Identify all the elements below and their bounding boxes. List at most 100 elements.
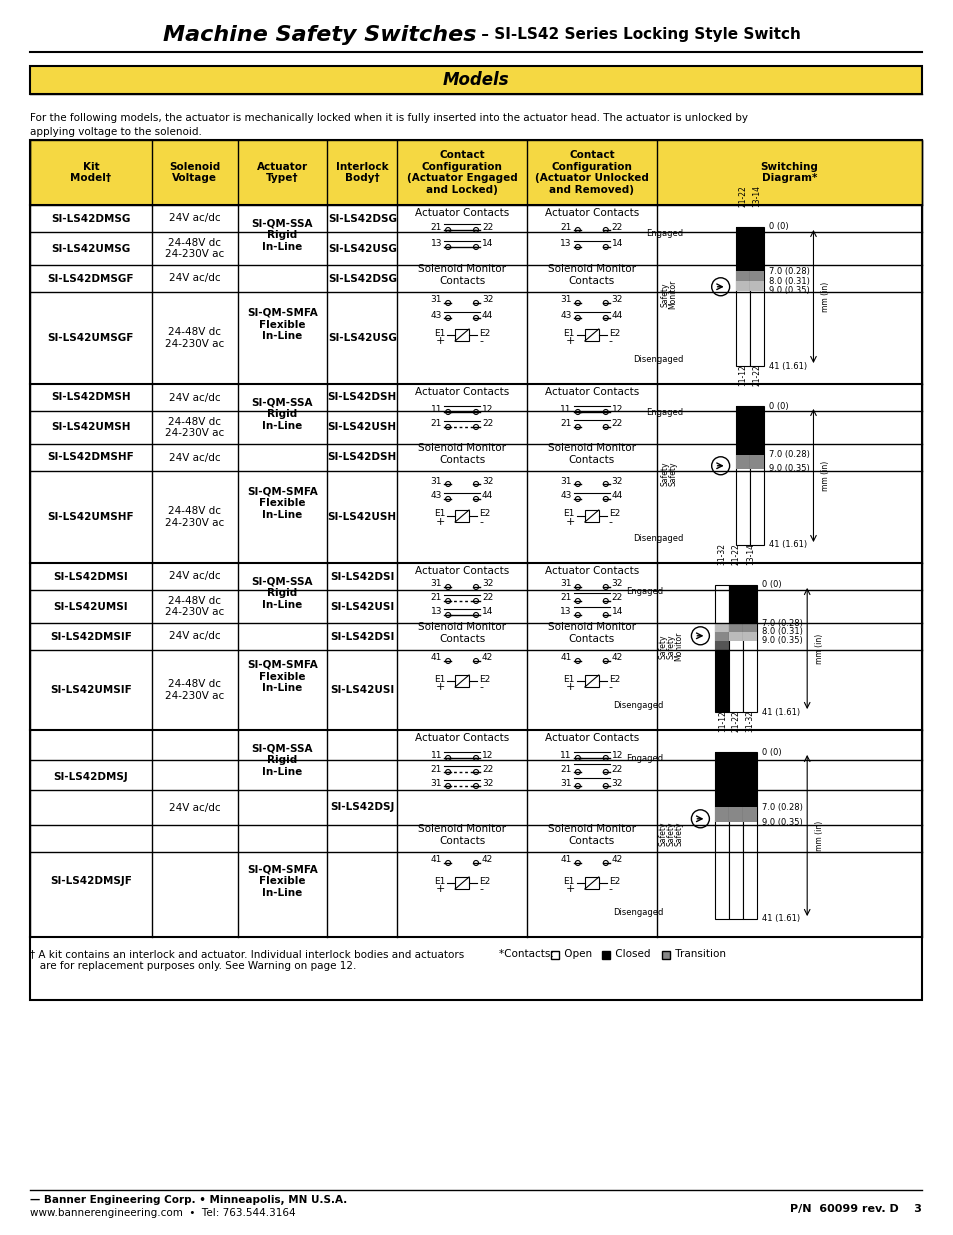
Text: www.bannerengineering.com  •  Tel: 763.544.3164: www.bannerengineering.com • Tel: 763.544…	[30, 1208, 295, 1218]
Text: Actuator Contacts: Actuator Contacts	[415, 387, 509, 396]
Text: +: +	[436, 682, 445, 692]
Bar	[455, 329, 469, 341]
Text: 44: 44	[481, 310, 493, 320]
Bar	[749, 406, 762, 545]
Text: 12: 12	[611, 405, 622, 414]
Text: 11-12: 11-12	[717, 710, 726, 732]
Text: SI-LS42DSJ: SI-LS42DSJ	[330, 803, 394, 813]
Text: 7.0 (0.28): 7.0 (0.28)	[768, 450, 808, 459]
Text: +: +	[565, 517, 575, 527]
Text: 41 (1.61): 41 (1.61)	[761, 914, 800, 924]
Bar	[735, 406, 749, 545]
Text: 24V ac/dc: 24V ac/dc	[169, 214, 220, 224]
Text: 41 (1.61): 41 (1.61)	[761, 708, 800, 716]
Bar	[715, 752, 729, 808]
Text: +: +	[565, 682, 575, 692]
Text: 31: 31	[559, 295, 571, 305]
Bar	[742, 752, 757, 808]
Text: E1: E1	[563, 510, 575, 519]
Text: 43: 43	[560, 492, 571, 500]
Text: SI-LS42DSI: SI-LS42DSI	[330, 631, 394, 641]
Bar	[735, 227, 749, 272]
Text: SI-LS42UMSGF: SI-LS42UMSGF	[48, 333, 133, 343]
Bar	[749, 272, 762, 282]
Text: Actuator Contacts: Actuator Contacts	[415, 207, 509, 219]
Text: SI-LS42DMSIF: SI-LS42DMSIF	[50, 631, 132, 641]
Text: SI-QM-SMFA
Flexible
In-Line: SI-QM-SMFA Flexible In-Line	[247, 487, 317, 520]
Text: 42: 42	[481, 856, 493, 864]
Text: SI-LS42UMSH: SI-LS42UMSH	[51, 422, 131, 432]
Text: 32: 32	[611, 477, 622, 485]
Text: Closed: Closed	[611, 948, 650, 960]
Text: 9.0 (0.35): 9.0 (0.35)	[768, 287, 808, 295]
Text: 9.0 (0.35): 9.0 (0.35)	[761, 636, 802, 646]
Text: Transition: Transition	[671, 948, 725, 960]
Text: Interlock
Body†: Interlock Body†	[335, 162, 388, 183]
Text: 13: 13	[430, 608, 441, 616]
Text: 24V ac/dc: 24V ac/dc	[169, 572, 220, 582]
Text: 14: 14	[481, 608, 493, 616]
Text: 44: 44	[611, 492, 622, 500]
Text: -: -	[608, 336, 612, 346]
Text: 42: 42	[481, 653, 493, 662]
Text: Open: Open	[560, 948, 592, 960]
Text: SI-LS42USG: SI-LS42USG	[328, 243, 396, 253]
Text: 8.0 (0.31): 8.0 (0.31)	[768, 277, 808, 285]
Text: 31-32: 31-32	[717, 543, 726, 564]
Text: Engaged: Engaged	[646, 228, 683, 238]
Bar	[715, 585, 729, 713]
Text: 7.0 (0.28): 7.0 (0.28)	[761, 803, 802, 811]
Bar	[735, 282, 749, 291]
Text: SI-QM-SMFA
Flexible
In-Line: SI-QM-SMFA Flexible In-Line	[247, 308, 317, 341]
Text: Engaged: Engaged	[626, 755, 662, 763]
Text: 22: 22	[481, 594, 493, 603]
Text: 13-14: 13-14	[745, 543, 754, 564]
Text: 22: 22	[481, 764, 493, 773]
Bar	[715, 808, 729, 823]
Text: E2: E2	[608, 510, 619, 519]
Text: E2: E2	[608, 329, 619, 337]
Text: E1: E1	[563, 329, 575, 337]
Text: SI-LS42UMSI: SI-LS42UMSI	[53, 601, 128, 611]
Text: 24-48V dc
24-230V ac: 24-48V dc 24-230V ac	[165, 506, 224, 527]
Text: 21: 21	[560, 420, 571, 429]
Text: 24V ac/dc: 24V ac/dc	[169, 631, 220, 641]
Text: 13: 13	[559, 240, 571, 248]
Text: -: -	[608, 884, 612, 894]
Text: SI-QM-SSA
Rigid
In-Line: SI-QM-SSA Rigid In-Line	[252, 743, 313, 777]
Bar	[735, 454, 749, 468]
Text: 31: 31	[430, 295, 441, 305]
Text: 22: 22	[481, 222, 493, 231]
Text: E2: E2	[608, 674, 619, 683]
Bar	[584, 877, 598, 889]
Text: SI-LS42UMSHF: SI-LS42UMSHF	[48, 513, 134, 522]
Text: 21: 21	[431, 222, 441, 231]
Text: 13: 13	[430, 240, 441, 248]
Text: SI-LS42USH: SI-LS42USH	[328, 513, 396, 522]
Text: -: -	[478, 884, 482, 894]
Bar	[742, 585, 757, 713]
Text: 41: 41	[560, 856, 571, 864]
Text: E2: E2	[478, 877, 490, 885]
Text: 0 (0): 0 (0)	[761, 747, 781, 757]
Text: SI-LS42DSG: SI-LS42DSG	[328, 214, 396, 224]
Text: -: -	[478, 517, 482, 527]
Text: 41 (1.61): 41 (1.61)	[768, 541, 806, 550]
Text: Engaged: Engaged	[626, 587, 662, 597]
Text: 24-48V dc
24-230V ac: 24-48V dc 24-230V ac	[165, 595, 224, 618]
Text: 11: 11	[559, 751, 571, 760]
Text: 21: 21	[560, 764, 571, 773]
Text: Safety: Safety	[665, 821, 675, 846]
Bar	[715, 650, 729, 713]
Text: SI-LS42UMSG: SI-LS42UMSG	[51, 243, 131, 253]
Text: 21-22: 21-22	[731, 543, 740, 564]
Text: 31: 31	[430, 579, 441, 589]
Text: 8.0 (0.31): 8.0 (0.31)	[761, 627, 802, 636]
Bar	[749, 227, 762, 366]
Bar	[584, 676, 598, 687]
Text: 31: 31	[559, 778, 571, 788]
Text: For the following models, the actuator is mechanically locked when it is fully i: For the following models, the actuator i…	[30, 112, 747, 124]
Text: 21-22: 21-22	[751, 364, 760, 387]
Text: 41: 41	[431, 856, 441, 864]
Text: E2: E2	[608, 877, 619, 885]
